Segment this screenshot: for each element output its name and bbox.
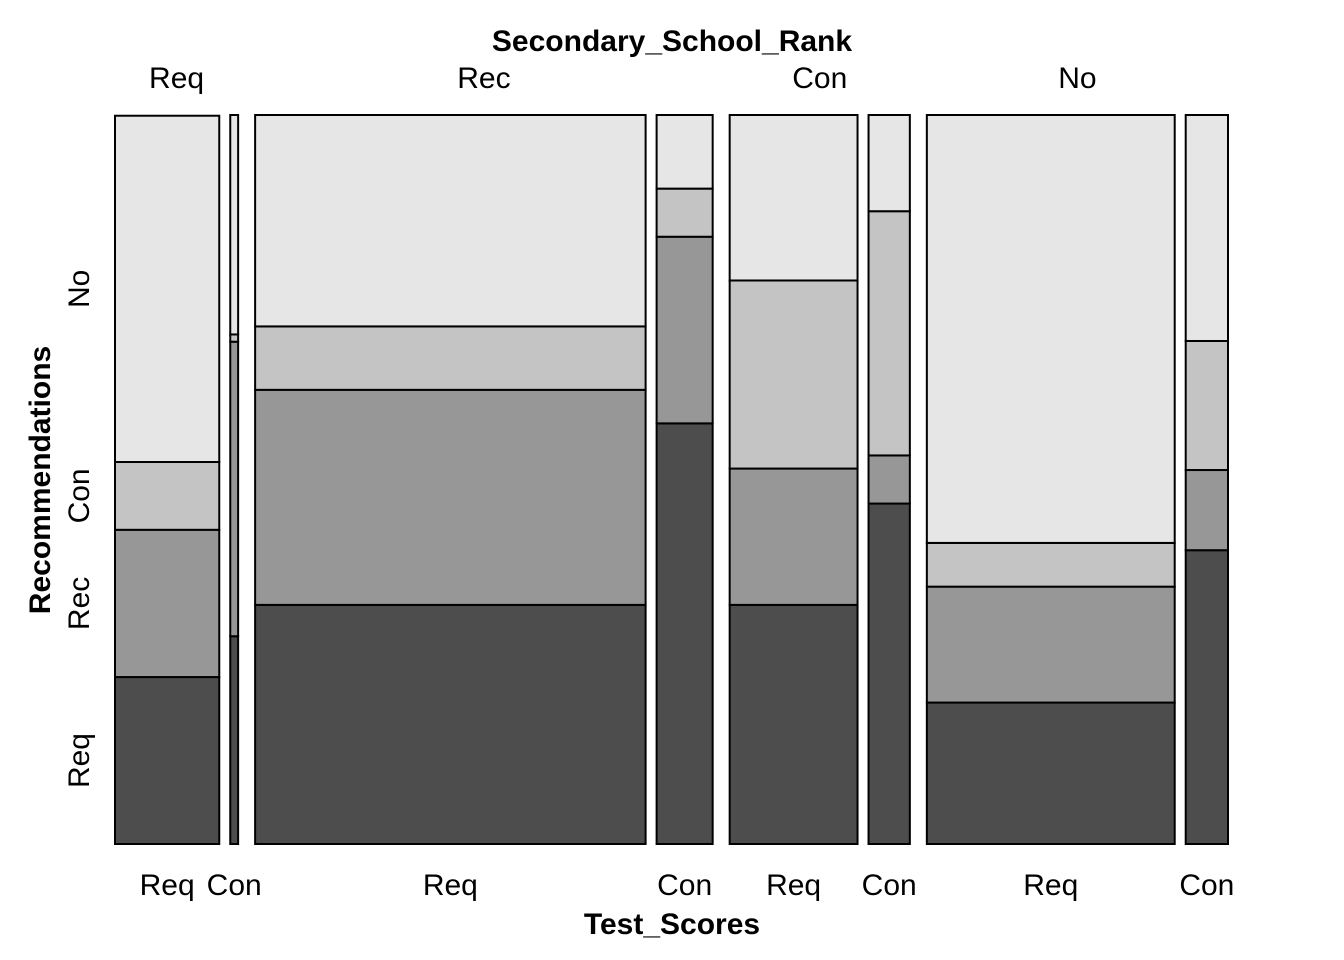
y-label-con: Con	[63, 468, 96, 523]
top-title: Secondary_School_Rank	[492, 25, 852, 58]
test-label-con-req: Req	[766, 869, 821, 902]
top-label-no: No	[1058, 62, 1096, 95]
test-label-no-req: Req	[1023, 869, 1078, 902]
cell-no-req-rec	[925, 585, 1176, 704]
cell-req-con-rec	[229, 340, 240, 638]
cell-con-req-no	[728, 114, 859, 282]
test-label-rec-con: Con	[657, 869, 712, 902]
cell-req-con-con	[229, 333, 240, 343]
y-label-rec: Rec	[63, 577, 96, 630]
cell-con-con-rec	[867, 454, 911, 505]
cell-rec-con-req	[655, 422, 714, 845]
test-label-req-con: Con	[207, 869, 262, 902]
top-label-req: Req	[149, 62, 204, 95]
cell-rec-req-no	[254, 114, 647, 328]
cell-rec-con-con	[655, 187, 714, 238]
cell-con-req-con	[728, 279, 859, 470]
cell-no-con-con	[1184, 339, 1230, 472]
cell-no-con-no	[1184, 114, 1230, 342]
top-label-rec: Rec	[457, 62, 510, 95]
cell-con-con-req	[867, 502, 911, 845]
y-label-req: Req	[63, 733, 96, 788]
cell-rec-req-con	[254, 325, 647, 391]
recommendation-labels: Req Rec Con No	[63, 270, 96, 788]
cell-req-req-no	[114, 114, 221, 464]
cell-req-req-rec	[114, 528, 221, 679]
test-label-con-con: Con	[862, 869, 917, 902]
cell-no-req-no	[925, 114, 1176, 544]
mosaic-cells	[114, 114, 1230, 846]
test-label-req-req: Req	[140, 869, 195, 902]
cell-con-con-con	[867, 210, 911, 457]
test-score-labels: Req Con Req Con Req Con Req Con	[140, 869, 1235, 902]
cell-con-req-rec	[728, 467, 859, 606]
cell-req-req-req	[114, 676, 221, 846]
test-label-no-con: Con	[1179, 869, 1234, 902]
cell-rec-con-rec	[655, 235, 714, 425]
test-label-rec-req: Req	[423, 869, 478, 902]
cell-req-con-req	[229, 635, 240, 845]
cell-con-con-no	[867, 114, 911, 213]
top-category-labels: Req Rec Con No	[149, 62, 1097, 95]
y-label-no: No	[63, 270, 96, 308]
cell-rec-req-req	[254, 603, 647, 845]
cell-no-req-con	[925, 541, 1176, 588]
cell-req-con-no	[229, 114, 240, 336]
cell-no-con-rec	[1184, 469, 1230, 552]
cell-no-req-req	[925, 701, 1176, 845]
cell-con-req-req	[728, 603, 859, 845]
cell-rec-req-rec	[254, 388, 647, 606]
top-label-con: Con	[792, 62, 847, 95]
cell-req-req-con	[114, 461, 221, 531]
y-axis-title: Recommendations	[24, 346, 57, 614]
cell-rec-con-no	[655, 114, 714, 190]
cell-no-con-req	[1184, 549, 1230, 845]
x-axis-title: Test_Scores	[584, 908, 760, 941]
